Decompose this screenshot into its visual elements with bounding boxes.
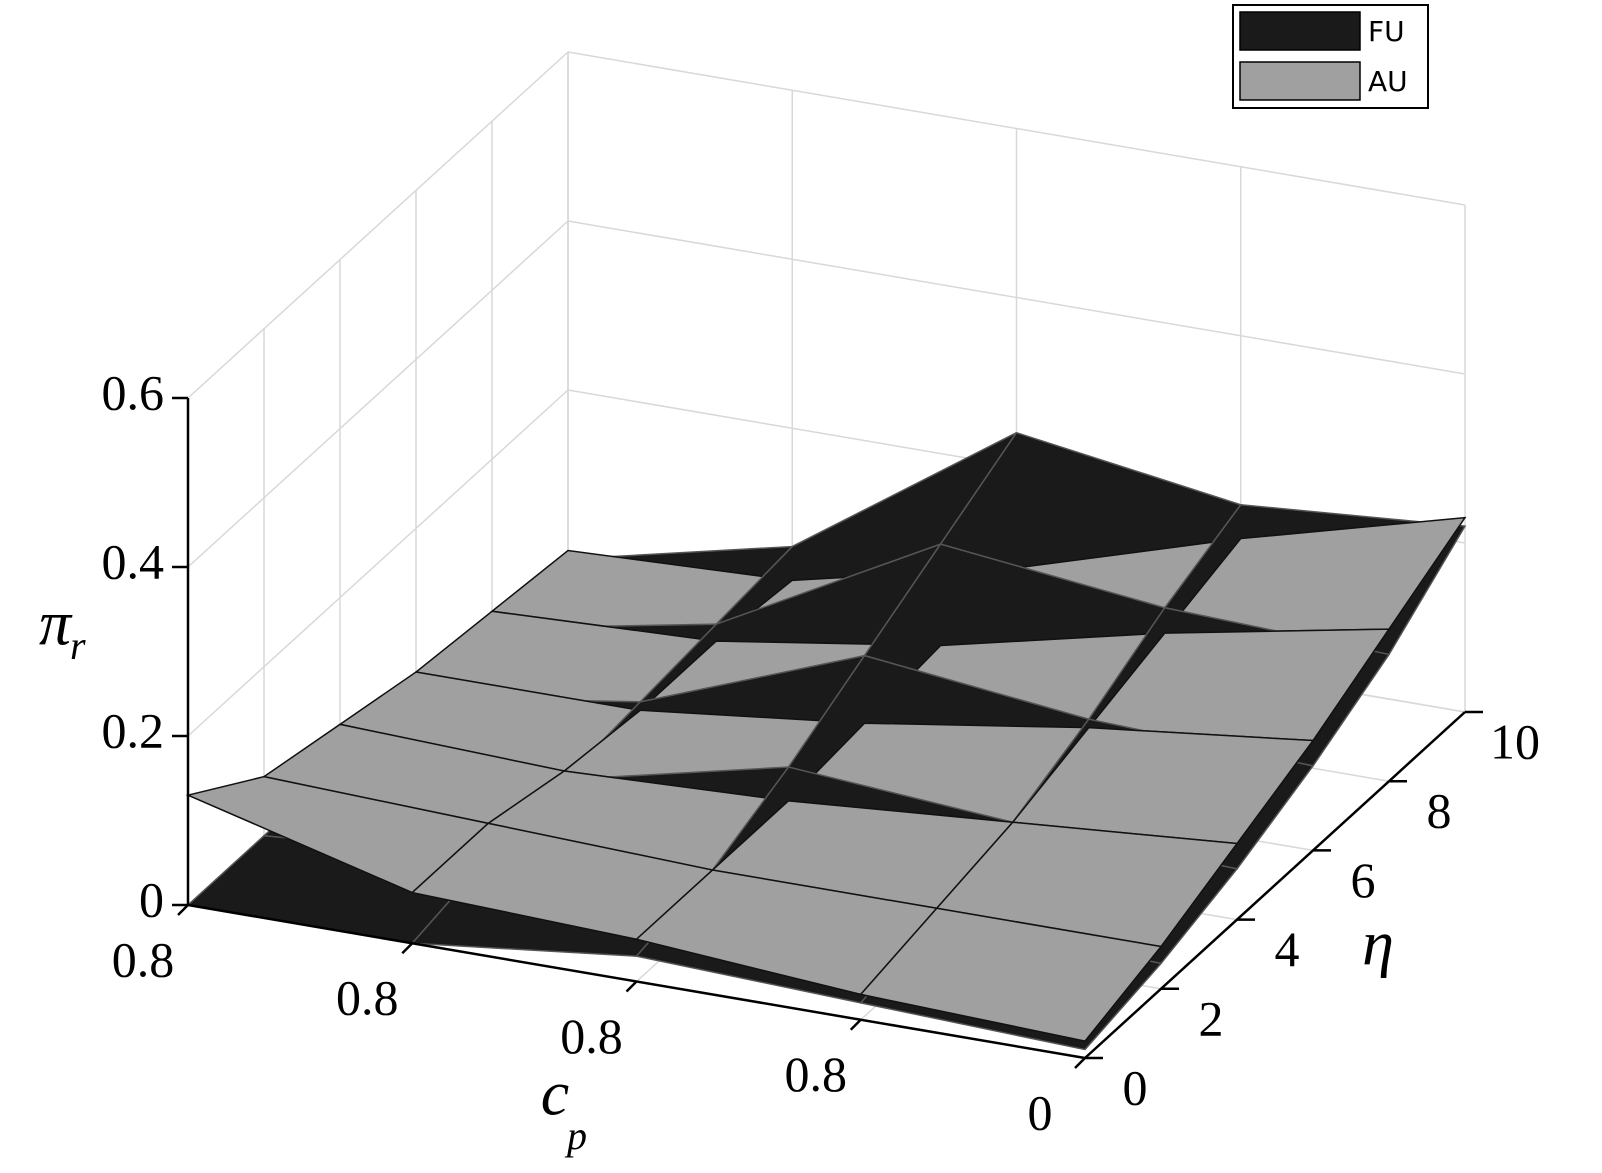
y-tick-label: 4 [1275,921,1300,977]
grid-line [567,220,1466,375]
x-tick [401,942,414,955]
grid-line [567,51,1466,206]
y-tick-label: 10 [1490,713,1540,769]
y-tick-label: 8 [1427,783,1452,839]
x-axis-title-sub: p [564,1113,587,1158]
z-tick-label: 0.6 [102,364,165,420]
legend-swatch [1239,11,1361,51]
z-axis-title-sub: r [70,623,86,668]
z-tick-label: 0.4 [102,533,165,589]
x-tick [849,1018,862,1031]
legend-label: AU [1368,65,1408,98]
grid-line [187,389,569,737]
y-axis-title: η [1362,908,1394,979]
x-tick-label: 0.8 [560,1008,623,1064]
grid-line [187,220,569,568]
x-tick [177,904,189,916]
legend-label: FU [1368,15,1405,48]
surface-cell [859,907,1163,1042]
x-tick [625,980,638,993]
legend-swatch [1239,61,1361,101]
y-axis [1084,711,1466,1059]
y-tick-label: 2 [1199,990,1224,1046]
x-tick-label: 0 [1028,1084,1053,1140]
x-tick-label: 0.8 [112,931,175,987]
grid-line [187,51,569,399]
y-tick-label: 0 [1123,1059,1148,1115]
x-tick-label: 0.8 [785,1046,848,1102]
z-axis-title: π [39,588,73,659]
x-tick-label: 0.8 [336,970,399,1026]
legend: FU AU [1232,4,1429,109]
z-tick-label: 0 [139,871,164,927]
x-tick [1074,1057,1086,1069]
z-tick-label: 0.2 [102,702,165,758]
y-tick-label: 6 [1351,852,1376,908]
x-axis-title: c [541,1058,569,1129]
